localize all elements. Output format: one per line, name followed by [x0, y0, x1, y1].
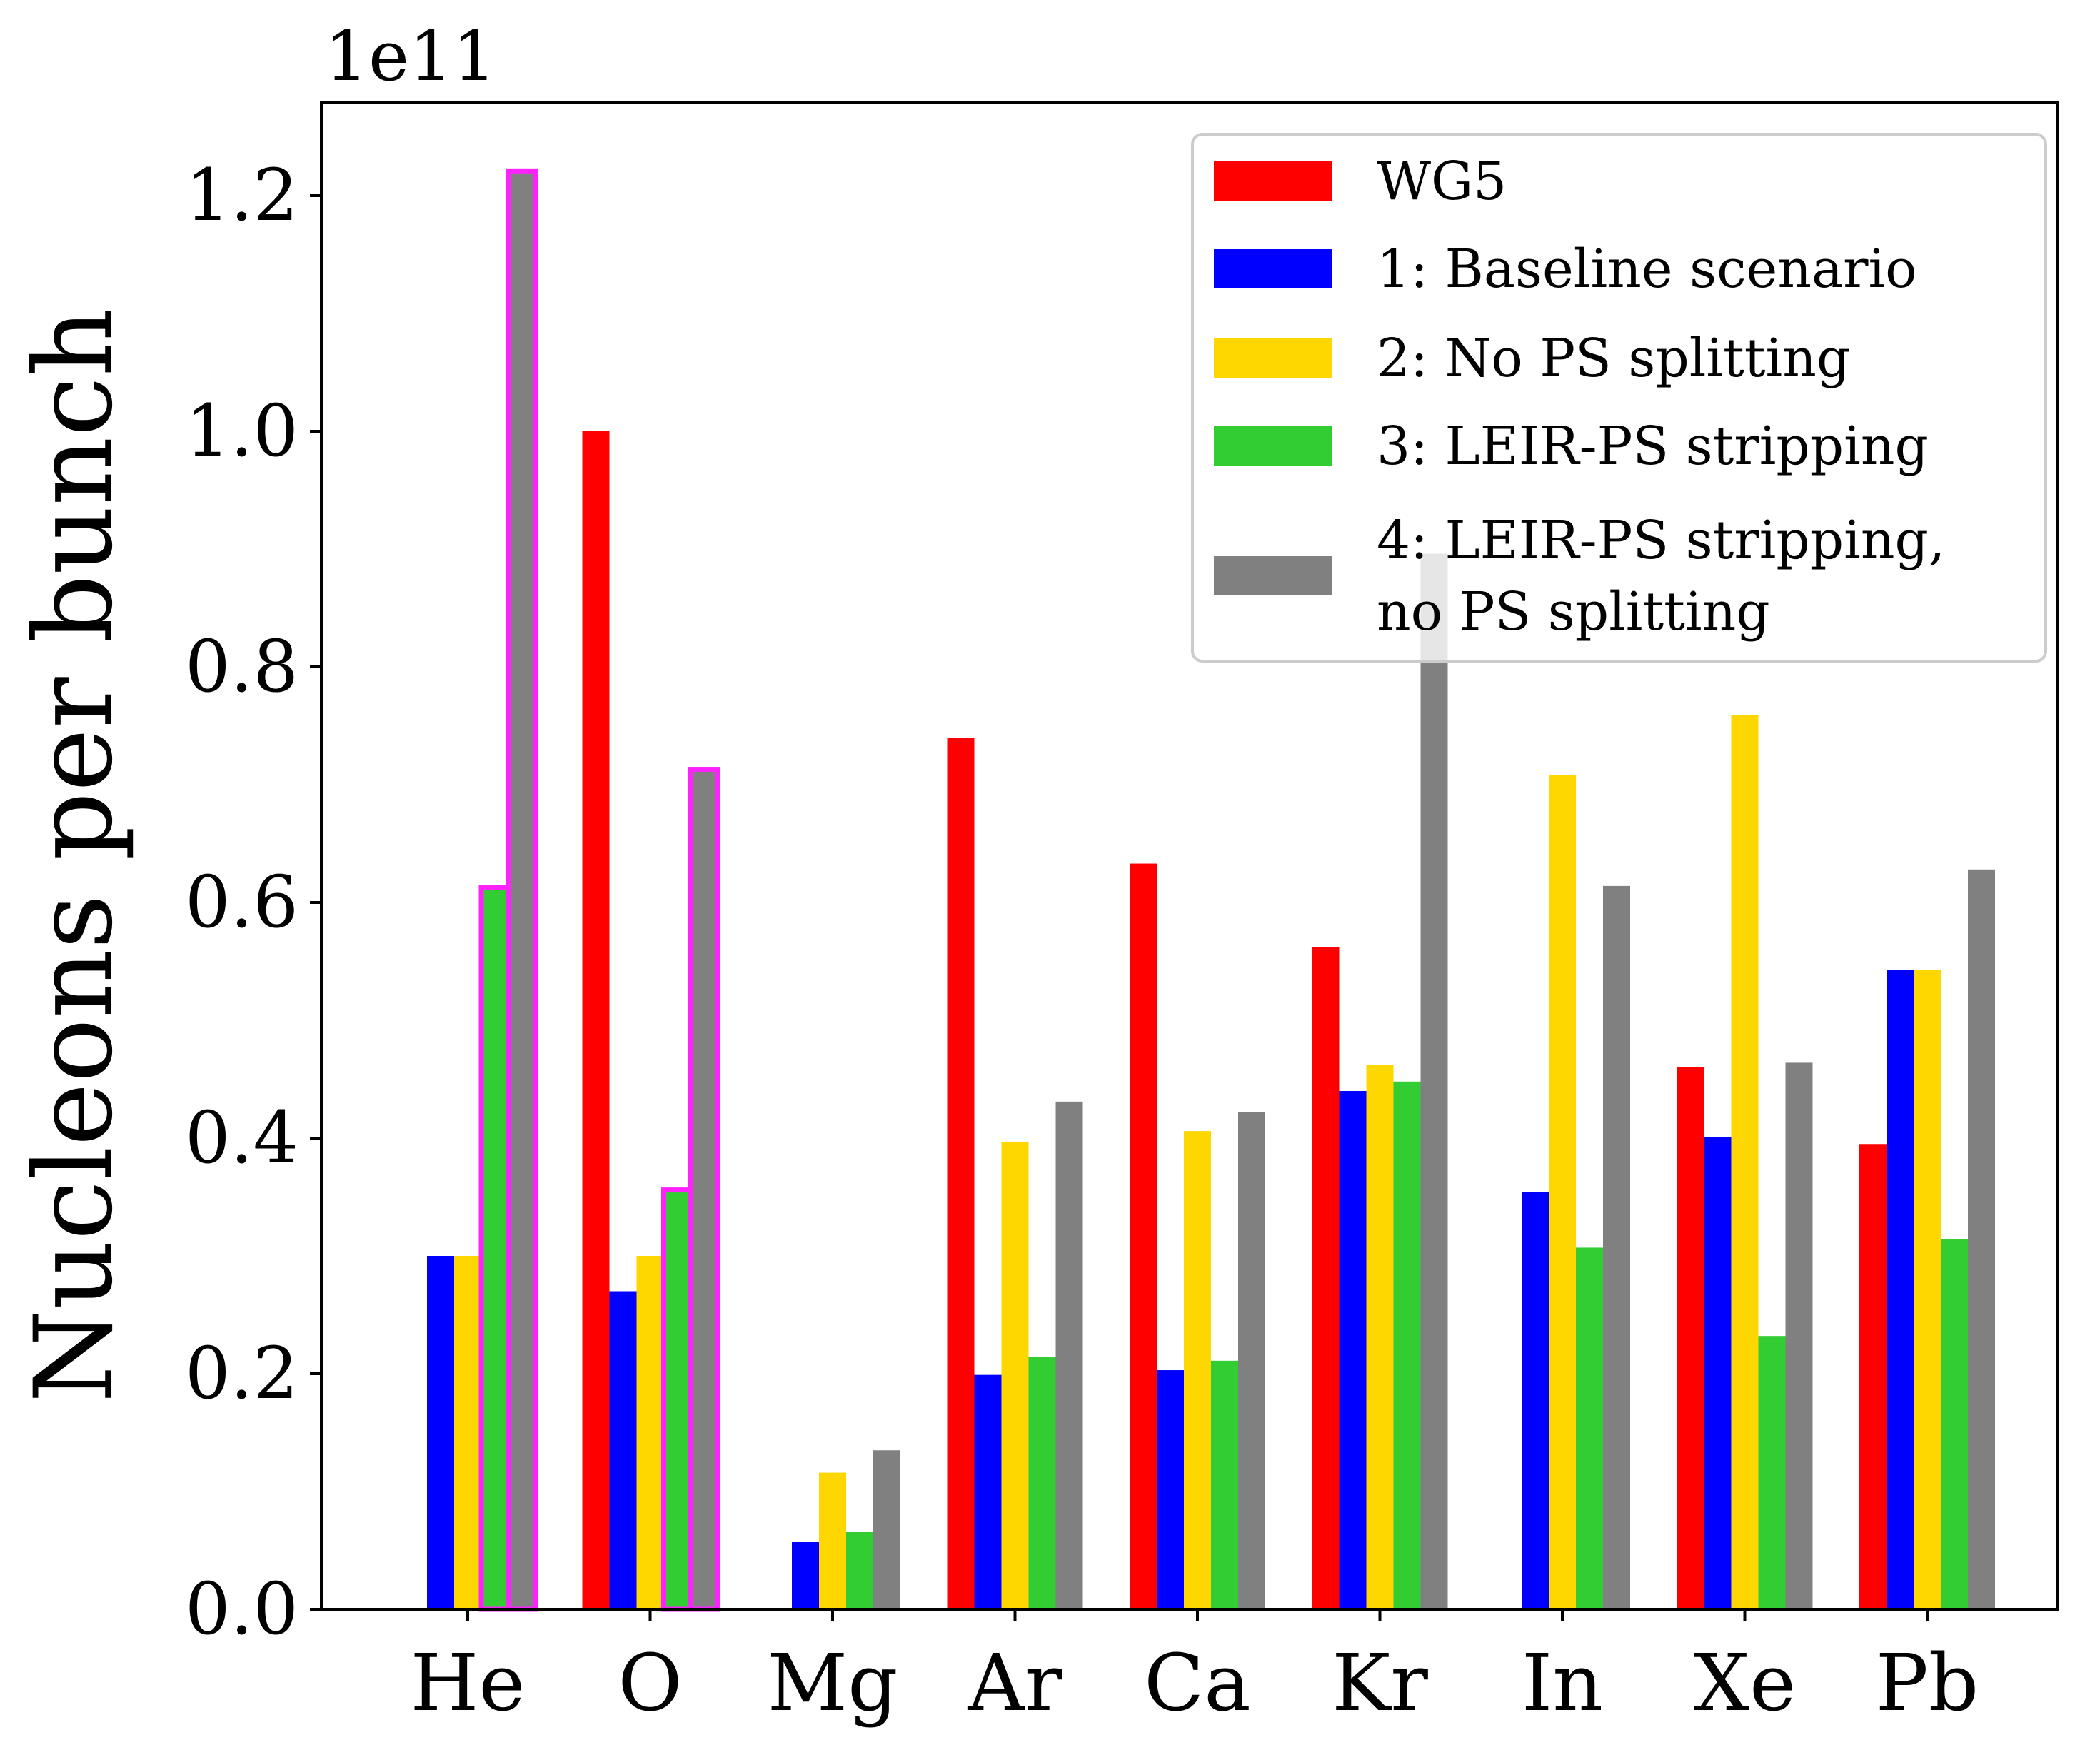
- legend-swatch-4: [1214, 426, 1332, 466]
- bar-ca-series-2: [1157, 1370, 1184, 1609]
- bar-o-series-2: [609, 1291, 637, 1609]
- x-tick-label-o: O: [618, 1637, 682, 1729]
- y-tick-label: 0.2: [185, 1332, 298, 1415]
- legend-swatch-5: [1214, 556, 1332, 595]
- legend-swatch-3: [1214, 338, 1332, 378]
- y-tick-label: 0.4: [185, 1096, 298, 1180]
- bar-ca-series-5: [1238, 1112, 1265, 1609]
- y-tick-label: 0.8: [185, 625, 298, 708]
- bar-ca-series-1: [1130, 863, 1157, 1609]
- x-tick-label-in: In: [1522, 1637, 1603, 1729]
- x-tick-label-kr: Kr: [1332, 1637, 1428, 1729]
- bar-pb-series-1: [1859, 1144, 1887, 1609]
- legend-swatch-1: [1214, 161, 1332, 201]
- bar-xe-series-3: [1731, 715, 1759, 1609]
- bar-o-series-4: [663, 1190, 691, 1609]
- x-tick-label-xe: Xe: [1694, 1637, 1796, 1729]
- bar-xe-series-5: [1785, 1062, 1813, 1609]
- bar-pb-series-3: [1914, 970, 1941, 1609]
- legend-label-3: 2: No PS splitting: [1377, 328, 1850, 389]
- y-axis-ticks: 0.0 0.2 0.4 0.6 0.8 1.0 1.2: [185, 154, 321, 1651]
- bar-xe-series-4: [1758, 1336, 1786, 1609]
- bar-mg-series-3: [819, 1472, 846, 1609]
- bar-mg-series-4: [846, 1532, 873, 1609]
- bar-pb-series-4: [1941, 1239, 1968, 1609]
- bar-mg-series-5: [873, 1450, 900, 1609]
- legend-label-2: 1: Baseline scenario: [1377, 238, 1917, 300]
- bar-kr-series-1: [1312, 947, 1340, 1609]
- offset-label: 1e11: [325, 16, 496, 96]
- y-tick-label: 0.0: [185, 1567, 298, 1651]
- x-axis-ticks: He O Mg Ar Ca Kr In Xe Pb: [410, 1609, 1979, 1729]
- legend-label-1: WG5: [1377, 151, 1507, 212]
- legend: WG5 1: Baseline scenario 2: No PS splittin…: [1191, 133, 2047, 663]
- bar-kr-series-3: [1366, 1065, 1394, 1609]
- bars-group: [427, 171, 1995, 1610]
- bar-in-series-3: [1549, 775, 1576, 1609]
- y-tick-label: 0.6: [185, 860, 298, 944]
- bar-ar-series-1: [947, 738, 975, 1609]
- axes-frame: [320, 101, 2059, 1611]
- bar-kr-series-5: [1420, 553, 1448, 1609]
- y-tick-label: 1.2: [185, 154, 298, 237]
- bar-he-series-3: [454, 1256, 481, 1609]
- bar-ar-series-3: [1001, 1141, 1029, 1609]
- x-tick-label-ar: Ar: [967, 1637, 1062, 1729]
- legend-swatch-2: [1214, 249, 1332, 288]
- y-tick-label: 1.0: [185, 389, 298, 473]
- bar-in-series-2: [1522, 1192, 1549, 1609]
- bar-o-series-3: [636, 1256, 664, 1609]
- x-tick-label-pb: Pb: [1876, 1637, 1979, 1729]
- bar-ca-series-3: [1184, 1131, 1211, 1609]
- bar-he-series-2: [427, 1256, 454, 1609]
- bar-in-series-5: [1603, 885, 1630, 1609]
- bar-o-series-1: [582, 431, 610, 1609]
- bar-kr-series-4: [1393, 1081, 1421, 1609]
- bar-pb-series-2: [1887, 970, 1914, 1609]
- bar-xe-series-2: [1704, 1137, 1732, 1609]
- bar-ar-series-5: [1055, 1101, 1083, 1609]
- y-axis-label: Nucleons per bunch: [12, 308, 136, 1403]
- legend-label-5: 4: LEIR-PS stripping, no PS splitting: [1377, 510, 1945, 643]
- legend-label-4: 3: LEIR-PS stripping: [1377, 416, 1929, 477]
- x-tick-label-he: He: [410, 1637, 525, 1729]
- bar-in-series-4: [1576, 1247, 1603, 1609]
- bar-ar-series-2: [974, 1374, 1002, 1609]
- x-tick-label-mg: Mg: [767, 1637, 898, 1729]
- bar-kr-series-2: [1339, 1091, 1367, 1609]
- bar-ar-series-4: [1028, 1357, 1056, 1609]
- bar-xe-series-1: [1677, 1067, 1704, 1609]
- bar-he-series-4: [481, 887, 508, 1609]
- legend-box: [1191, 133, 2047, 663]
- x-tick-label-ca: Ca: [1144, 1637, 1251, 1729]
- bar-he-series-5: [508, 171, 536, 1610]
- bar-mg-series-2: [792, 1542, 819, 1609]
- bar-o-series-5: [690, 769, 718, 1609]
- bar-ca-series-4: [1211, 1360, 1238, 1609]
- bar-pb-series-5: [1968, 869, 1995, 1609]
